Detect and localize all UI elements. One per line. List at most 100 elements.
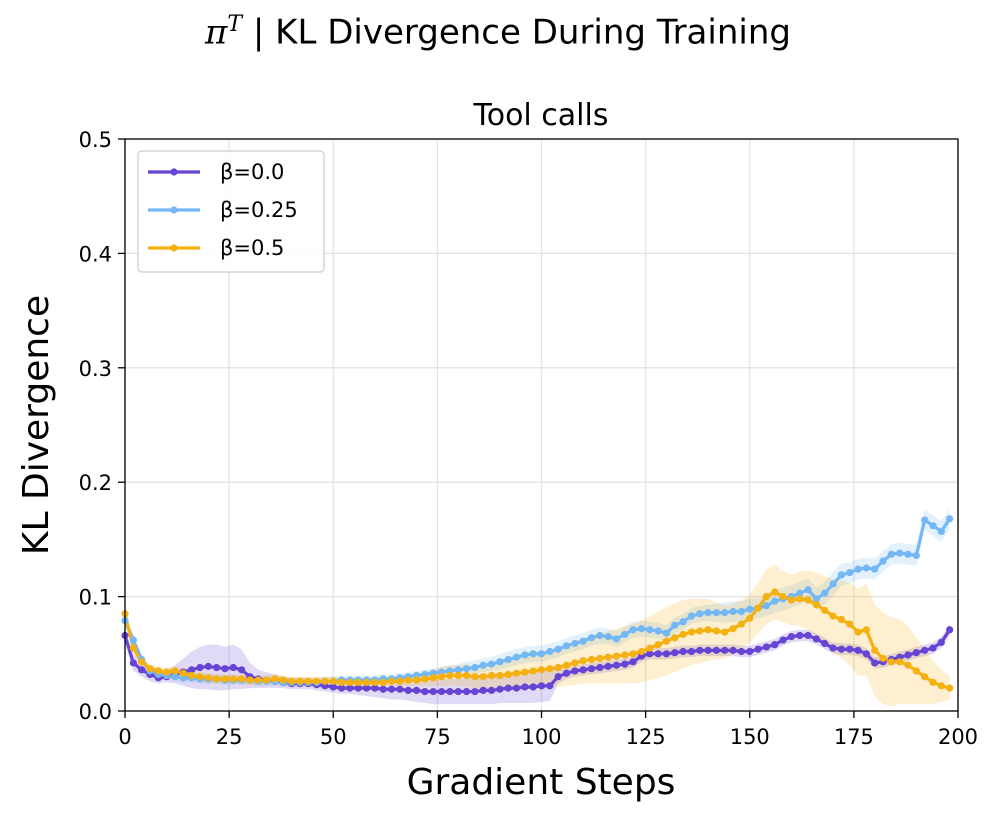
point-series-2 [737, 620, 746, 628]
point-series-2 [696, 627, 704, 635]
point-series-1 [721, 609, 729, 617]
point-series-1 [129, 636, 137, 644]
point-series-1 [796, 589, 804, 597]
point-series-2 [621, 651, 629, 659]
point-series-2 [679, 630, 687, 638]
point-series-2 [254, 676, 262, 684]
x-tick-label: 175 [834, 725, 874, 749]
point-series-1 [712, 609, 721, 617]
point-series-2 [912, 667, 920, 675]
point-series-1 [596, 631, 604, 640]
point-series-0 [129, 659, 137, 667]
point-series-0 [221, 665, 229, 673]
point-series-2 [271, 675, 279, 683]
point-series-0 [521, 683, 529, 691]
point-series-0 [671, 649, 679, 657]
point-series-2 [446, 671, 454, 680]
point-series-0 [712, 646, 721, 654]
figure-title-text: | KL Divergence During Training [252, 12, 791, 53]
point-series-0 [446, 687, 454, 696]
point-series-2 [654, 641, 662, 649]
point-series-2 [746, 614, 754, 622]
x-tick-label: 200 [938, 725, 978, 749]
point-series-0 [796, 631, 804, 640]
point-series-0 [679, 647, 687, 656]
point-series-1 [846, 568, 854, 577]
point-series-0 [213, 663, 221, 672]
legend: β=0.0 β=0.25 β=0.5 [137, 150, 325, 273]
point-series-0 [504, 684, 512, 692]
point-series-1 [854, 565, 862, 573]
point-series-2 [346, 678, 354, 687]
point-series-2 [704, 626, 712, 634]
point-series-1 [487, 660, 496, 668]
point-series-2 [179, 669, 187, 677]
point-series-2 [512, 669, 521, 677]
point-series-2 [771, 588, 779, 596]
point-series-1 [696, 610, 704, 618]
point-series-2 [337, 678, 346, 687]
point-series-2 [462, 671, 471, 680]
point-series-1 [762, 602, 771, 610]
point-series-2 [854, 628, 862, 636]
point-series-0 [929, 644, 937, 652]
point-series-2 [454, 671, 462, 680]
point-series-2 [687, 628, 696, 636]
point-series-1 [571, 639, 579, 648]
point-series-1 [771, 597, 779, 605]
point-series-2 [354, 678, 362, 687]
point-series-2 [887, 658, 895, 666]
point-series-2 [496, 671, 504, 680]
point-series-0 [354, 684, 362, 692]
legend-marker-1 [170, 206, 178, 214]
point-series-0 [496, 685, 504, 693]
point-series-1 [904, 550, 912, 558]
point-series-2 [154, 667, 162, 675]
point-series-0 [537, 682, 546, 690]
point-series-0 [629, 658, 637, 666]
point-series-2 [329, 677, 337, 685]
y-tick-label: 0.4 [79, 242, 112, 266]
y-tick-label: 0.3 [79, 357, 112, 381]
point-series-0 [771, 641, 779, 649]
point-series-1 [629, 626, 637, 634]
legend-label-2: β=0.5 [220, 236, 284, 260]
point-series-2 [296, 677, 304, 685]
point-series-0 [687, 647, 696, 656]
point-series-0 [371, 684, 379, 692]
point-series-1 [929, 522, 937, 530]
point-series-2 [479, 673, 487, 681]
point-series-0 [337, 684, 346, 692]
point-series-0 [596, 663, 604, 672]
point-series-2 [279, 676, 287, 684]
point-series-1 [912, 551, 920, 560]
point-series-0 [837, 645, 845, 653]
figure-title-superscript: T [227, 12, 243, 37]
point-series-2 [421, 675, 429, 683]
point-series-2 [637, 647, 646, 656]
point-series-1 [471, 663, 479, 672]
point-series-2 [754, 604, 762, 612]
legend-marker-0 [170, 168, 178, 176]
point-series-0 [587, 665, 596, 673]
x-tick-label: 0 [118, 725, 131, 749]
point-series-2 [837, 615, 845, 624]
point-series-0 [871, 659, 879, 667]
point-series-1 [587, 634, 596, 642]
point-series-2 [412, 676, 421, 684]
point-series-2 [796, 595, 804, 603]
point-series-2 [396, 677, 404, 685]
point-series-1 [896, 549, 904, 557]
point-series-2 [587, 655, 596, 664]
point-series-2 [213, 675, 221, 683]
point-series-2 [129, 644, 137, 652]
point-series-0 [454, 687, 462, 696]
point-series-1 [612, 635, 621, 643]
point-series-2 [321, 677, 329, 685]
point-series-1 [529, 650, 537, 658]
point-series-2 [596, 654, 604, 662]
point-series-1 [887, 550, 895, 558]
point-series-1 [496, 658, 504, 666]
point-series-2 [304, 677, 312, 685]
